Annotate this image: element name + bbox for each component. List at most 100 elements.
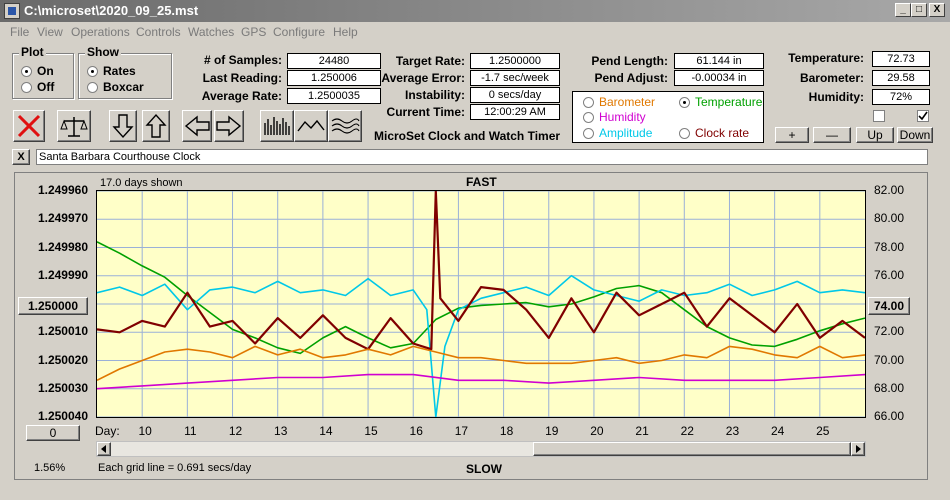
x-tick-label: 22 [680,424,694,438]
close-button[interactable]: X [929,3,945,17]
temperature-field: 72.73 [872,51,930,67]
clock-name-input[interactable]: Santa Barbara Courthouse Clock [36,149,928,165]
series-line-humidity [96,373,866,390]
grid-note: Each grid line = 0.691 secs/day [98,462,252,474]
pend-adjust-label: Pend Adjust: [594,71,668,85]
menu-bar: File View Operations Controls Watches GP… [0,22,950,42]
arrow-up-button[interactable] [142,110,170,142]
center-value-button[interactable]: 1.250000 [18,297,88,315]
right-tick-label: 82.00 [874,183,905,197]
scroll-thumb[interactable] [533,442,851,456]
plot-group: Plot On Off [12,45,74,99]
right-tick-label: 66.00 [874,409,905,423]
maximize-button[interactable]: □ [911,3,927,17]
bar-graph-button[interactable] [260,110,294,142]
menu-file[interactable]: File [10,25,30,39]
wave-button[interactable] [294,110,328,142]
plot-group-title: Plot [19,45,46,59]
x-tick-label: 18 [499,424,514,438]
show-group-title: Show [85,45,121,59]
clear-clock-name-button[interactable]: X [12,149,30,165]
humidity-label: Humidity: [808,90,864,104]
zero-button[interactable]: 0 [26,425,80,441]
arrow-up-icon [145,113,167,138]
x-axis-label: Day: [95,424,120,438]
x-tick-label: 24 [770,424,785,438]
series-line-amplitude [96,274,866,418]
show-group: Show Rates Boxcar [78,45,172,99]
radio-selected-icon[interactable] [679,97,690,108]
title-bar: C:\microset\2020_09_25.mst _ □ X [0,0,950,22]
checkmark-icon [918,111,928,121]
last-reading-label: Last Reading: [202,71,282,85]
down-button[interactable]: Down [897,127,933,143]
arrow-right-button[interactable] [214,110,244,142]
balance-button[interactable] [57,110,91,142]
x-tick-label: 11 [184,424,197,438]
radio-icon[interactable] [583,112,594,123]
average-rate-label: Average Rate: [201,89,282,103]
scroll-left-button[interactable] [97,442,111,456]
menu-view[interactable]: View [37,25,63,39]
left-tick-label: 1.249980 [37,239,88,254]
samples-field: 24480 [287,53,381,69]
stop-button[interactable] [13,110,45,142]
target-rate-label: Target Rate: [395,54,465,68]
app-caption: MicroSet Clock and Watch Timer [374,129,561,143]
left-tick-label: 1.250010 [37,324,88,339]
up-button[interactable]: Up [856,127,894,143]
overlay-temperature-label: Temperature [695,95,763,109]
radio-selected-icon[interactable] [87,66,98,77]
menu-watches[interactable]: Watches [188,25,235,39]
plot-on-label: On [37,64,54,78]
arrow-left-button[interactable] [182,110,212,142]
cancel-icon [17,114,41,138]
arrow-down-button[interactable] [109,110,137,142]
target-rate-field: 1.2500000 [470,53,560,69]
menu-configure[interactable]: Configure [273,25,326,39]
average-rate-field: 1.2500035 [287,88,381,104]
overlay-clock-rate-label: Clock rate [695,126,750,140]
menu-help[interactable]: Help [333,25,358,39]
x-tick-label: 16 [409,424,423,438]
x-tick-label: 14 [319,424,333,438]
x-tick-label: 17 [454,424,469,438]
arrow-left-icon [184,115,210,137]
humidity-field: 72% [872,89,930,105]
left-tick-label: 1.249970 [37,211,88,226]
bar-graph-icon [264,117,290,135]
right-value-button[interactable]: 74.00 [868,297,910,315]
show-rates-label: Rates [103,64,136,78]
barometer-label: Barometer: [799,71,864,85]
radio-icon[interactable] [679,128,690,139]
scroll-right-button[interactable] [851,442,865,456]
minus-button[interactable]: — [813,127,851,143]
horizontal-scrollbar[interactable] [96,441,866,457]
sensor-checkbox-1[interactable] [873,110,885,122]
right-tick-label: 70.00 [874,352,905,367]
overlay-barometer-label: Barometer [599,95,656,109]
radio-selected-icon[interactable] [21,66,32,77]
current-time-label: Current Time: [386,105,465,119]
radio-icon[interactable] [87,82,98,93]
samples-label: # of Samples: [203,53,282,67]
left-tick-label: 1.250030 [37,380,88,395]
x-tick-label: 19 [545,424,559,438]
plot-off-label: Off [37,80,55,94]
multi-wave-button[interactable] [328,110,362,142]
menu-controls[interactable]: Controls [136,25,181,39]
radio-icon[interactable] [583,97,594,108]
average-error-field: -1.7 sec/week [470,70,560,86]
arrow-right-icon [216,115,242,137]
instability-field: 0 secs/day [470,87,560,103]
minimize-button[interactable]: _ [895,3,911,17]
instability-label: Instability: [404,88,465,102]
plus-button[interactable]: + [775,127,809,143]
menu-operations[interactable]: Operations [71,25,130,39]
pend-length-label: Pend Length: [591,54,668,68]
sensor-checkbox-2[interactable] [917,110,929,122]
radio-icon[interactable] [21,82,32,93]
menu-gps[interactable]: GPS [241,25,267,39]
radio-icon[interactable] [583,128,594,139]
app-icon[interactable] [4,3,20,19]
